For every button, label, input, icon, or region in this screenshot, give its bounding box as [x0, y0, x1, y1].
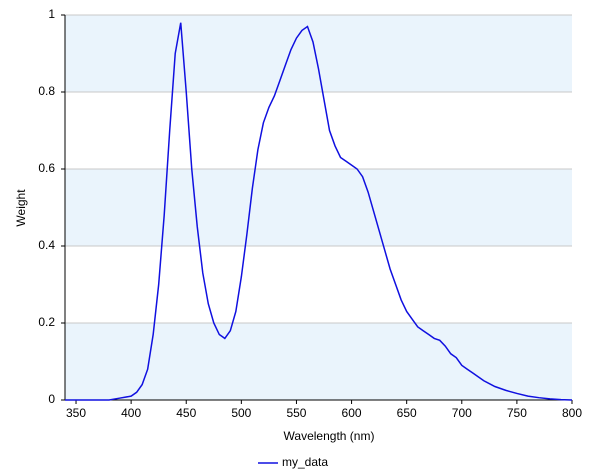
x-tick-label: 350 [66, 406, 86, 420]
plot-band [65, 323, 572, 400]
x-tick-label: 400 [121, 406, 141, 420]
x-tick-label: 500 [231, 406, 251, 420]
legend-label: my_data [282, 455, 328, 469]
x-tick-label: 550 [286, 406, 306, 420]
x-tick-label: 750 [507, 406, 527, 420]
data-line [65, 22, 573, 401]
x-tick-label: 800 [562, 406, 582, 420]
plot-band [65, 15, 572, 92]
x-tick-label: 600 [342, 406, 362, 420]
x-tick-label: 450 [176, 406, 196, 420]
x-axis-label: Wavelength (nm) [284, 429, 375, 443]
x-tick-label: 700 [452, 406, 472, 420]
x-tick-label: 650 [397, 406, 417, 420]
y-tick-label: 0.6 [38, 161, 55, 175]
y-tick-label: 0.8 [38, 84, 55, 98]
y-tick-label: 0.4 [38, 238, 55, 252]
y-tick-label: 1 [48, 7, 55, 21]
y-tick-label: 0 [48, 392, 55, 406]
plot-band [65, 169, 572, 246]
y-axis-label: Weight [14, 189, 28, 227]
y-tick-label: 0.2 [38, 315, 55, 329]
